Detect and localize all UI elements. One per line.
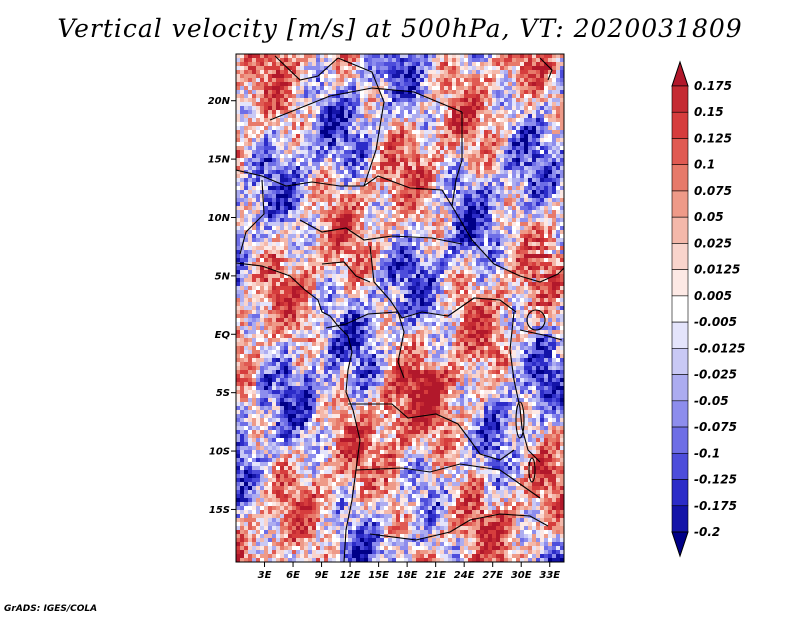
- colorbar-label: 0.125: [694, 131, 732, 145]
- colorbar-label: 0.0125: [694, 263, 740, 277]
- lon-label: 6E: [286, 570, 300, 581]
- colorbar-swatch: [671, 111, 689, 139]
- lon-label: 21E: [425, 570, 446, 581]
- colorbar-label: -0.075: [694, 420, 737, 434]
- colorbar-swatch: [671, 85, 689, 113]
- lon-label: 9E: [315, 570, 329, 581]
- lon-label: 15E: [368, 570, 389, 581]
- colorbar-top-triangle: [671, 60, 689, 87]
- lat-label: 15S: [209, 505, 230, 516]
- colorbar-label: 0.15: [694, 105, 724, 119]
- colorbar-bottom-triangle: [671, 531, 689, 558]
- colorbar-label: 0.1: [694, 158, 715, 172]
- colorbar-swatch: [671, 505, 689, 533]
- colorbar-label: -0.0125: [694, 341, 745, 355]
- lat-label: 15N: [208, 155, 231, 166]
- colorbar-label: -0.175: [694, 499, 737, 513]
- colorbar-swatch: [671, 321, 689, 349]
- lat-label: 10N: [208, 213, 231, 224]
- lon-label: 24E: [454, 570, 475, 581]
- colorbar-label: 0.005: [694, 289, 732, 303]
- lat-label: 5N: [215, 271, 231, 282]
- colorbar-label: -0.1: [694, 446, 720, 460]
- colorbar-label: -0.2: [694, 525, 720, 539]
- lon-label: 18E: [397, 570, 418, 581]
- lon-label: 3E: [258, 570, 272, 581]
- colorbar-swatch: [671, 164, 689, 192]
- colorbar-swatch: [671, 452, 689, 480]
- colorbar-label: -0.005: [694, 315, 737, 329]
- lat-label: 5S: [216, 388, 230, 399]
- colorbar-swatch: [671, 216, 689, 244]
- colorbar-label: -0.05: [694, 394, 729, 408]
- lat-label: EQ: [215, 330, 231, 341]
- footer-credit: GrADS: IGES/COLA: [4, 604, 98, 614]
- colorbar-swatch: [671, 295, 689, 323]
- colorbar-swatch: [671, 426, 689, 454]
- colorbar-swatch: [671, 400, 689, 428]
- colorbar-swatch: [671, 374, 689, 402]
- colorbar-label: 0.175: [694, 79, 732, 93]
- colorbar-label: -0.025: [694, 368, 737, 382]
- colorbar-swatch: [671, 269, 689, 297]
- colorbar-swatch: [671, 138, 689, 166]
- velocity-field: [236, 54, 564, 562]
- map-frame: [235, 53, 565, 563]
- colorbar: 0.175 0.15 0.125 0.1 0.075 0.05 0.025 0.0125 0.0…: [671, 60, 745, 558]
- lon-label: 27E: [482, 570, 503, 581]
- longitude-axis: 3E 6E 9E 12E 15E 18E 21E 24E 27E 30E 33E: [258, 562, 560, 581]
- lon-label: 30E: [511, 570, 532, 581]
- lon-label: 33E: [539, 570, 560, 581]
- colorbar-label: -0.125: [694, 473, 737, 487]
- lat-label: 10S: [209, 447, 230, 458]
- colorbar-swatch: [671, 243, 689, 270]
- colorbar-label: 0.025: [694, 236, 732, 250]
- colorbar-swatch: [671, 190, 689, 218]
- lon-label: 12E: [340, 570, 361, 581]
- colorbar-swatch: [671, 348, 689, 375]
- colorbar-label: 0.05: [694, 210, 724, 224]
- country-borders: [236, 55, 564, 562]
- lat-label: 20N: [208, 96, 231, 107]
- latitude-axis: 20N 15N 10N 5N EQ 5S 10S 15S: [208, 96, 236, 516]
- colorbar-label: 0.075: [694, 184, 732, 198]
- chart-title: Vertical velocity [m/s] at 500hPa, VT: 2…: [57, 14, 743, 43]
- colorbar-swatch: [671, 479, 689, 507]
